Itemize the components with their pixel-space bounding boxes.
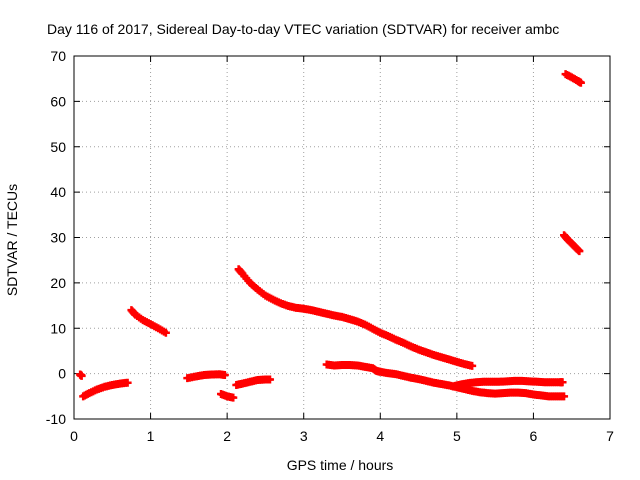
data-point — [229, 393, 238, 402]
x-tick-label: 3 — [300, 428, 308, 444]
data-point — [576, 78, 585, 87]
series-seg2 — [79, 378, 132, 401]
y-tick-label: 40 — [50, 184, 66, 200]
data-point — [266, 375, 275, 384]
plot-frame — [73, 55, 611, 420]
y-tick-label: 70 — [50, 48, 66, 64]
grid-layer — [74, 56, 610, 419]
data-point — [77, 371, 86, 380]
y-axis-label: SDTVAR / TECUs — [4, 184, 20, 296]
y-tick-label: 60 — [50, 93, 66, 109]
series-seg9 — [449, 376, 567, 391]
series-seg6 — [232, 375, 275, 389]
series-seg7 — [234, 265, 477, 370]
x-tick-label: 0 — [70, 428, 78, 444]
y-tick-label: 50 — [50, 139, 66, 155]
y-tick-label: 10 — [50, 320, 66, 336]
x-axis-ticks: 0 1 2 3 4 5 6 7 — [70, 56, 614, 444]
data-point — [123, 378, 132, 387]
series-seg4 — [183, 370, 229, 383]
x-tick-label: 1 — [147, 428, 155, 444]
data-point — [560, 392, 569, 401]
series-seg10 — [560, 231, 584, 256]
y-tick-label: 20 — [50, 275, 66, 291]
x-tick-label: 7 — [606, 428, 614, 444]
x-tick-label: 2 — [223, 428, 231, 444]
data-point — [220, 370, 229, 379]
y-tick-label: 30 — [50, 230, 66, 246]
series-seg11 — [561, 70, 585, 87]
chart-title: Day 116 of 2017, Sidereal Day-to-day VTE… — [47, 21, 559, 37]
y-tick-label: 0 — [58, 366, 66, 382]
data-point — [575, 247, 584, 256]
data-point — [558, 378, 567, 387]
data-point — [161, 328, 170, 337]
x-tick-label: 5 — [453, 428, 461, 444]
series-seg1 — [76, 370, 86, 380]
x-axis-label: GPS time / hours — [287, 457, 394, 473]
series-seg5 — [217, 390, 238, 402]
x-tick-label: 6 — [530, 428, 538, 444]
series-seg3 — [127, 306, 170, 337]
data-point — [468, 361, 477, 370]
x-tick-label: 4 — [376, 428, 384, 444]
y-tick-label: -10 — [46, 411, 66, 427]
data-points — [76, 70, 585, 402]
y-axis-ticks: -10 0 10 20 30 40 50 60 70 — [46, 48, 610, 427]
